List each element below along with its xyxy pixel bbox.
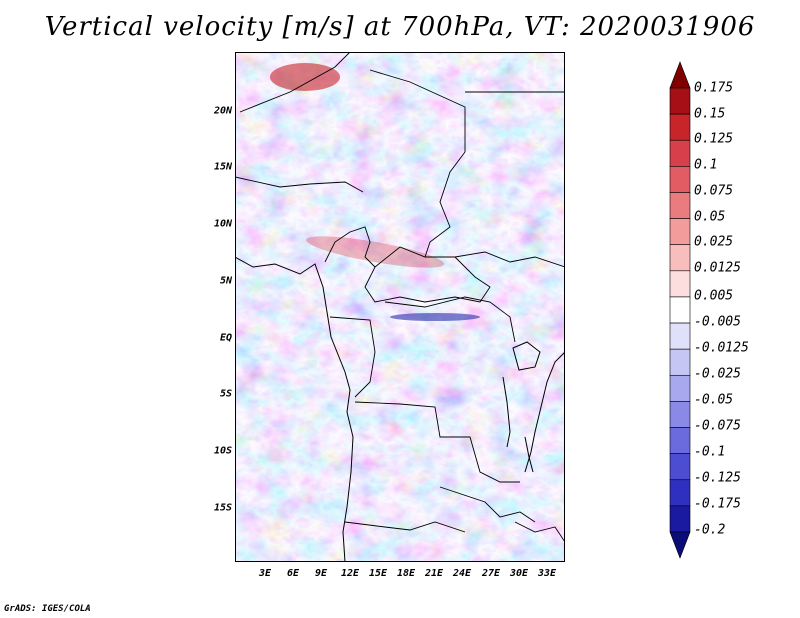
colorbar-label: 0.0125 — [694, 260, 741, 276]
border-drc-angola — [354, 401, 520, 483]
border-south-sudan — [454, 251, 565, 268]
colorbar-swatch — [669, 401, 691, 428]
colorbar-swatch — [669, 139, 691, 167]
colorbar-swatch — [669, 270, 691, 298]
vertical-velocity-map — [235, 52, 565, 562]
lon-label: 3E — [258, 568, 272, 579]
colorbar-swatch — [669, 322, 691, 350]
border-zambia — [439, 486, 536, 523]
colorbar-label: -0.2 — [694, 522, 726, 538]
border-drc-north — [384, 296, 516, 343]
lat-label: 20N — [213, 105, 232, 117]
lat-label: 5S — [219, 388, 232, 400]
colorbar-label: -0.05 — [694, 392, 734, 408]
velocity-field-detail — [235, 52, 565, 562]
colorbar-swatch — [669, 479, 691, 507]
colorbar-swatch — [669, 87, 691, 115]
border-libya-chad — [369, 69, 466, 152]
credit-text: GrADS: IGES/COLA — [4, 604, 91, 614]
border-car — [364, 246, 491, 303]
colorbar — [669, 61, 691, 559]
border-niger-nigeria — [235, 176, 364, 193]
colorbar-label: 0.1 — [694, 157, 718, 173]
colorbar-label: 0.175 — [694, 80, 734, 96]
lon-label: 6E — [286, 568, 300, 579]
colorbar-swatch — [669, 244, 691, 272]
colorbar-swatch — [669, 531, 691, 559]
colorbar-swatch — [669, 113, 691, 141]
colorbar-swatch — [669, 427, 691, 454]
lon-label: 21E — [424, 568, 444, 579]
colorbar-label: 0.125 — [694, 131, 734, 147]
lat-label: 15N — [213, 161, 232, 173]
colorbar-label: -0.1 — [694, 444, 726, 460]
colorbar-swatches — [669, 61, 691, 559]
colorbar-label: -0.0125 — [694, 340, 749, 356]
colorbar-swatch — [669, 505, 691, 533]
colorbar-label: 0.075 — [694, 183, 734, 199]
colorbar-swatch — [669, 192, 691, 219]
lake-victoria — [512, 341, 541, 371]
lon-label: 9E — [314, 568, 328, 579]
colorbar-swatch — [669, 218, 691, 246]
coastline-east-africa — [524, 351, 565, 473]
lat-label: 10N — [213, 218, 232, 230]
border-angola-namibia — [344, 521, 466, 533]
colorbar-label: -0.075 — [694, 418, 741, 434]
lat-label: 10S — [213, 445, 232, 457]
lon-label: 18E — [396, 568, 416, 579]
coastline-west-africa — [235, 256, 354, 562]
border-nigeria-cameroon — [324, 226, 376, 268]
lon-label: 15E — [368, 568, 388, 579]
rising-band — [306, 236, 444, 268]
colorbar-swatch — [669, 348, 691, 376]
lon-label: 33E — [537, 568, 557, 579]
border-zimbabwe — [514, 521, 565, 543]
map-title: Vertical velocity [m/s] at 700hPa, VT: 2… — [44, 12, 756, 42]
lat-label: 15S — [213, 502, 232, 514]
colorbar-label: 0.005 — [694, 288, 734, 304]
lat-label: EQ — [219, 332, 232, 344]
colorbar-label: -0.005 — [694, 314, 741, 330]
border-congo-gabon — [329, 316, 376, 398]
colorbar-label: 0.025 — [694, 234, 734, 250]
lon-label: 24E — [452, 568, 472, 579]
strong-ascent-north — [270, 63, 340, 91]
lon-label: 27E — [481, 568, 501, 579]
lake-malawi — [524, 436, 534, 473]
lon-label: 30E — [509, 568, 529, 579]
colorbar-label: -0.175 — [694, 496, 741, 512]
lon-label: 12E — [340, 568, 360, 579]
colorbar-swatch — [669, 296, 691, 324]
border-niger-algeria — [239, 52, 351, 113]
colorbar-swatch — [669, 166, 691, 193]
colorbar-label: 0.05 — [694, 209, 726, 225]
border-chad-sudan — [424, 151, 466, 258]
colorbar-swatch — [669, 374, 691, 402]
colorbar-swatch — [669, 453, 691, 481]
colorbar-label: 0.15 — [694, 106, 726, 122]
colorbar-label: -0.025 — [694, 366, 741, 382]
lake-tanganyika — [502, 376, 511, 448]
sinking-band — [390, 313, 480, 321]
lat-label: 5N — [219, 275, 232, 287]
colorbar-label: -0.125 — [694, 470, 741, 486]
colorbar-swatch — [669, 61, 691, 89]
